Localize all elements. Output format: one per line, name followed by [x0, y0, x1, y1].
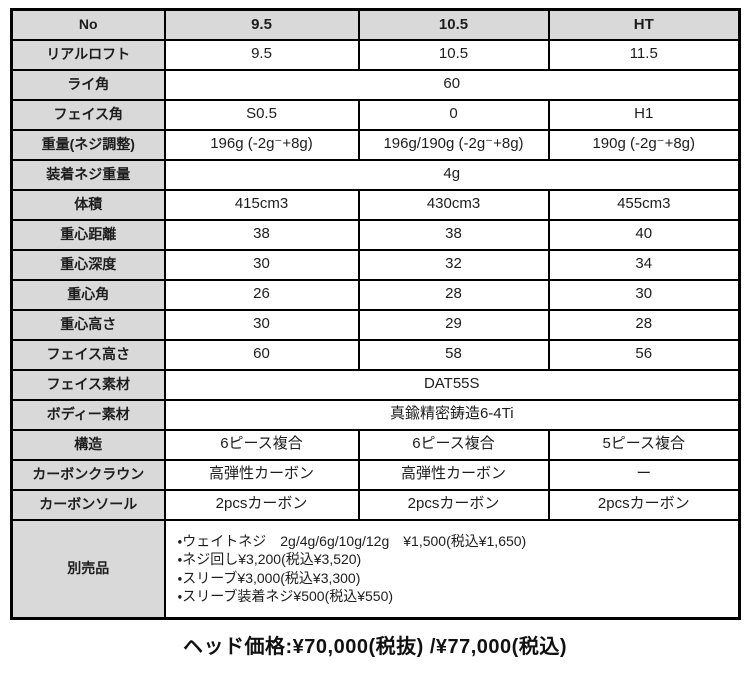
optional-item-line: ・スリーブ¥3,000(税込¥3,300) — [177, 569, 361, 586]
row-label: 別売品 — [10, 518, 166, 620]
cell-value: 26 — [163, 278, 360, 311]
optional-item-line: ・ウェイトネジ 2g/4g/6g/10g/12g ¥1,500(税込¥1,650… — [177, 532, 527, 549]
row-label: フェイス角 — [10, 98, 166, 131]
cell-value: 2pcsカーボン — [357, 488, 550, 521]
cell-value: 9.5 — [163, 38, 360, 71]
cell-value-merged: 4g — [163, 158, 741, 191]
cell-value: 415cm3 — [163, 188, 360, 221]
row-label: 重心距離 — [10, 218, 166, 251]
row-label: 重心角 — [10, 278, 166, 311]
cell-value: 10.5 — [357, 38, 550, 71]
table-row-cg-depth: 重心深度 30 32 34 — [10, 248, 741, 281]
club-spec-table: No 9.5 10.5 HT リアルロフト 9.5 10.5 11.5 ライ角 … — [10, 8, 741, 620]
cell-value: 28 — [357, 278, 550, 311]
cell-value: 30 — [547, 278, 741, 311]
table-row-screw-weight: 装着ネジ重量 4g — [10, 158, 741, 191]
cell-value: S0.5 — [163, 98, 360, 131]
cell-value: 40 — [547, 218, 741, 251]
cell-value: 38 — [357, 218, 550, 251]
cell-value: 0 — [357, 98, 550, 131]
row-label: 重量(ネジ調整) — [10, 128, 166, 161]
column-header-10-5: 10.5 — [357, 8, 550, 41]
row-label: フェイス高さ — [10, 338, 166, 371]
row-label: 重心高さ — [10, 308, 166, 341]
optional-items-cell: ・ウェイトネジ 2g/4g/6g/10g/12g ¥1,500(税込¥1,650… — [163, 518, 741, 620]
table-row-cg-height: 重心高さ 30 29 28 — [10, 308, 741, 341]
cell-value: 430cm3 — [357, 188, 550, 221]
cell-value: 高弾性カーボン — [357, 458, 550, 491]
cell-value: 30 — [163, 308, 360, 341]
header-no-label: No — [10, 8, 166, 41]
optional-item-line: ・スリーブ装着ネジ¥500(税込¥550) — [177, 588, 394, 605]
cell-value-merged: 60 — [163, 68, 741, 101]
row-label: カーボンクラウン — [10, 458, 166, 491]
cell-value: 56 — [547, 338, 741, 371]
row-label: フェイス素材 — [10, 368, 166, 401]
cell-value: 2pcsカーボン — [547, 488, 741, 521]
cell-value: 38 — [163, 218, 360, 251]
cell-value: 30 — [163, 248, 360, 281]
row-label: リアルロフト — [10, 38, 166, 71]
table-row-carbon-sole: カーボンソール 2pcsカーボン 2pcsカーボン 2pcsカーボン — [10, 488, 741, 521]
cell-value: 6ピース複合 — [357, 428, 550, 461]
cell-value: 5ピース複合 — [547, 428, 741, 461]
cell-value: ー — [547, 458, 741, 491]
row-label: カーボンソール — [10, 488, 166, 521]
cell-value: 455cm3 — [547, 188, 741, 221]
table-row-construction: 構造 6ピース複合 6ピース複合 5ピース複合 — [10, 428, 741, 461]
cell-value: 34 — [547, 248, 741, 281]
table-row-face-height: フェイス高さ 60 58 56 — [10, 338, 741, 371]
row-label: 体積 — [10, 188, 166, 221]
table-row-cg-distance: 重心距離 38 38 40 — [10, 218, 741, 251]
cell-value-merged: DAT55S — [163, 368, 741, 401]
table-row-face-material: フェイス素材 DAT55S — [10, 368, 741, 401]
row-label: 重心深度 — [10, 248, 166, 281]
table-row-body-material: ボディー素材 真鍮精密鋳造6-4Ti — [10, 398, 741, 431]
optional-item-line: ・ネジ回し¥3,200(税込¥3,520) — [177, 551, 362, 568]
column-header-9-5: 9.5 — [163, 8, 360, 41]
cell-value: 196g/190g (-2g⁻+8g) — [357, 128, 550, 161]
table-row-optional-items: 別売品 ・ウェイトネジ 2g/4g/6g/10g/12g ¥1,500(税込¥1… — [10, 518, 741, 620]
cell-value: 29 — [357, 308, 550, 341]
cell-value: 196g (-2g⁻+8g) — [163, 128, 360, 161]
cell-value: 高弾性カーボン — [163, 458, 360, 491]
cell-value: H1 — [547, 98, 741, 131]
table-row-cg-angle: 重心角 26 28 30 — [10, 278, 741, 311]
cell-value: 190g (-2g⁻+8g) — [547, 128, 741, 161]
row-label: 構造 — [10, 428, 166, 461]
table-row-lie-angle: ライ角 60 — [10, 68, 741, 101]
table-row-carbon-crown: カーボンクラウン 高弾性カーボン 高弾性カーボン ー — [10, 458, 741, 491]
cell-value: 6ピース複合 — [163, 428, 360, 461]
row-label: 装着ネジ重量 — [10, 158, 166, 191]
table-row-weight: 重量(ネジ調整) 196g (-2g⁻+8g) 196g/190g (-2g⁻+… — [10, 128, 741, 161]
table-row-header: No 9.5 10.5 HT — [10, 8, 741, 41]
cell-value: 11.5 — [547, 38, 741, 71]
row-label: ライ角 — [10, 68, 166, 101]
row-label: ボディー素材 — [10, 398, 166, 431]
cell-value: 32 — [357, 248, 550, 281]
cell-value: 28 — [547, 308, 741, 341]
table-row-face-angle: フェイス角 S0.5 0 H1 — [10, 98, 741, 131]
cell-value: 2pcsカーボン — [163, 488, 360, 521]
cell-value: 60 — [163, 338, 360, 371]
table-row-real-loft: リアルロフト 9.5 10.5 11.5 — [10, 38, 741, 71]
table-row-volume: 体積 415cm3 430cm3 455cm3 — [10, 188, 741, 221]
cell-value: 58 — [357, 338, 550, 371]
column-header-ht: HT — [547, 8, 741, 41]
head-price-text: ヘッド価格:¥70,000(税抜) /¥77,000(税込) — [182, 636, 567, 658]
cell-value-merged: 真鍮精密鋳造6-4Ti — [163, 398, 741, 431]
